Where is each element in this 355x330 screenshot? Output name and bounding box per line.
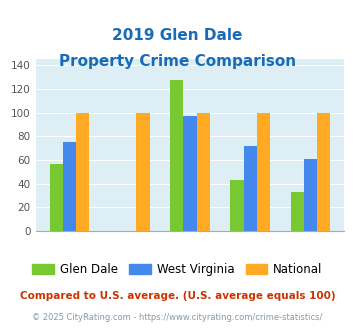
Bar xyxy=(136,113,149,231)
Legend: Glen Dale, West Virginia, National: Glen Dale, West Virginia, National xyxy=(28,258,327,281)
Bar xyxy=(304,159,317,231)
Bar xyxy=(170,80,183,231)
Bar xyxy=(63,142,76,231)
Bar xyxy=(257,113,270,231)
Bar xyxy=(197,113,210,231)
Bar xyxy=(183,116,197,231)
Bar xyxy=(230,180,244,231)
Text: Compared to U.S. average. (U.S. average equals 100): Compared to U.S. average. (U.S. average … xyxy=(20,291,335,301)
Bar xyxy=(50,164,63,231)
Text: © 2025 CityRating.com - https://www.cityrating.com/crime-statistics/: © 2025 CityRating.com - https://www.city… xyxy=(32,313,323,322)
Text: 2019 Glen Dale: 2019 Glen Dale xyxy=(112,28,243,43)
Bar xyxy=(317,113,330,231)
Bar xyxy=(244,146,257,231)
Text: Property Crime Comparison: Property Crime Comparison xyxy=(59,54,296,69)
Bar xyxy=(290,192,304,231)
Bar xyxy=(76,113,89,231)
